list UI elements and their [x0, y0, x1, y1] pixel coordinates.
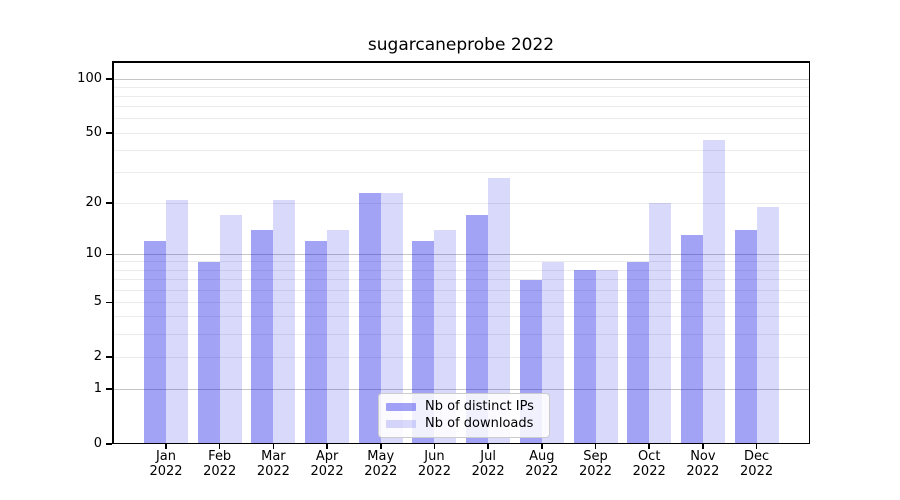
y-tick-label: 2	[93, 349, 102, 365]
x-tick-mark	[433, 444, 436, 449]
x-tick-mark	[755, 444, 758, 449]
minor-gridline	[113, 132, 809, 134]
major-gridline	[113, 253, 809, 255]
major-gridline	[113, 78, 809, 80]
bar	[573, 270, 596, 444]
minor-gridline	[113, 279, 809, 281]
bar	[251, 229, 274, 444]
y-tick-mark	[106, 301, 112, 304]
y-tick-label: 100	[77, 71, 102, 86]
minor-gridline	[113, 269, 809, 271]
bar	[219, 215, 242, 444]
minor-gridline	[113, 95, 809, 97]
bar	[327, 229, 350, 444]
x-tick-label: Apr 2022	[310, 449, 344, 479]
minor-gridline	[113, 118, 809, 120]
x-tick-mark	[326, 444, 328, 449]
y-tick-label: 1	[93, 381, 102, 397]
y-tick-mark	[106, 78, 112, 80]
x-tick-label: Nov 2022	[686, 449, 720, 479]
legend-swatch-distinct-ips	[386, 403, 416, 411]
bar	[488, 177, 511, 444]
x-tick-label: Jul 2022	[471, 449, 505, 479]
legend-item-distinct-ips: Nb of distinct IPs	[386, 399, 541, 415]
bar	[197, 261, 220, 444]
y-tick-label: 50	[85, 125, 102, 141]
x-tick-mark	[487, 444, 489, 449]
bar	[466, 215, 489, 444]
x-tick-label: Dec 2022	[740, 449, 774, 479]
minor-gridline	[113, 289, 809, 291]
bar	[734, 229, 757, 444]
y-tick-mark	[106, 132, 112, 134]
minor-gridline	[113, 301, 809, 303]
legend-swatch-downloads	[386, 420, 416, 428]
bar	[627, 261, 650, 444]
x-tick-mark	[702, 444, 704, 449]
bar	[358, 192, 381, 444]
bar	[756, 207, 779, 444]
y-tick-label: 0	[93, 436, 102, 451]
bar	[649, 203, 672, 444]
bar	[305, 241, 328, 444]
x-tick-mark	[218, 444, 221, 449]
y-tick-label: 10	[85, 246, 102, 262]
y-tick-label: 20	[85, 195, 102, 211]
x-tick-mark	[380, 444, 382, 449]
x-tick-mark	[541, 444, 543, 449]
x-tick-mark	[272, 444, 275, 449]
x-tick-mark	[165, 444, 167, 449]
plot-border-bottom	[112, 442, 810, 444]
bar	[595, 270, 618, 444]
x-tick-label: Jan 2022	[149, 449, 183, 479]
x-tick-mark	[594, 444, 597, 449]
y-tick-mark	[106, 253, 112, 256]
y-tick-mark	[106, 202, 112, 204]
minor-gridline	[113, 202, 809, 204]
plot-border-left	[112, 61, 114, 444]
x-tick-label: Sep 2022	[578, 449, 613, 479]
y-tick-mark	[106, 388, 112, 390]
minor-gridline	[113, 149, 809, 151]
minor-gridline	[113, 86, 809, 88]
bar	[166, 199, 188, 444]
x-tick-mark	[648, 444, 650, 449]
bar	[434, 229, 457, 444]
bar	[144, 241, 166, 444]
minor-gridline	[113, 261, 809, 263]
x-tick-label: Oct 2022	[632, 449, 666, 479]
bar	[680, 235, 703, 444]
x-tick-label: Jun 2022	[417, 449, 451, 479]
legend: Nb of distinct IPs Nb of downloads	[378, 393, 550, 438]
x-tick-label: Mar 2022	[256, 449, 290, 479]
x-tick-label: Feb 2022	[203, 449, 237, 479]
plot-border-right	[808, 61, 810, 444]
x-tick-label: May 2022	[364, 449, 398, 479]
bar	[380, 192, 403, 444]
bar	[273, 199, 296, 444]
minor-gridline	[113, 106, 809, 108]
plot-border-top	[112, 61, 810, 63]
y-tick-mark	[106, 356, 112, 358]
major-gridline	[113, 388, 809, 390]
minor-gridline	[113, 333, 809, 335]
y-tick-mark	[106, 443, 112, 445]
minor-gridline	[113, 316, 809, 318]
minor-gridline	[113, 356, 809, 358]
y-tick-label: 5	[93, 294, 102, 310]
bar	[702, 139, 725, 444]
minor-gridline	[113, 171, 809, 173]
legend-label-downloads: Nb of downloads	[425, 416, 534, 431]
legend-label-distinct-ips: Nb of distinct IPs	[425, 399, 534, 414]
x-tick-label: Aug 2022	[525, 449, 559, 479]
legend-item-downloads: Nb of downloads	[386, 416, 541, 432]
chart-title: sugarcaneprobe 2022	[367, 35, 555, 55]
